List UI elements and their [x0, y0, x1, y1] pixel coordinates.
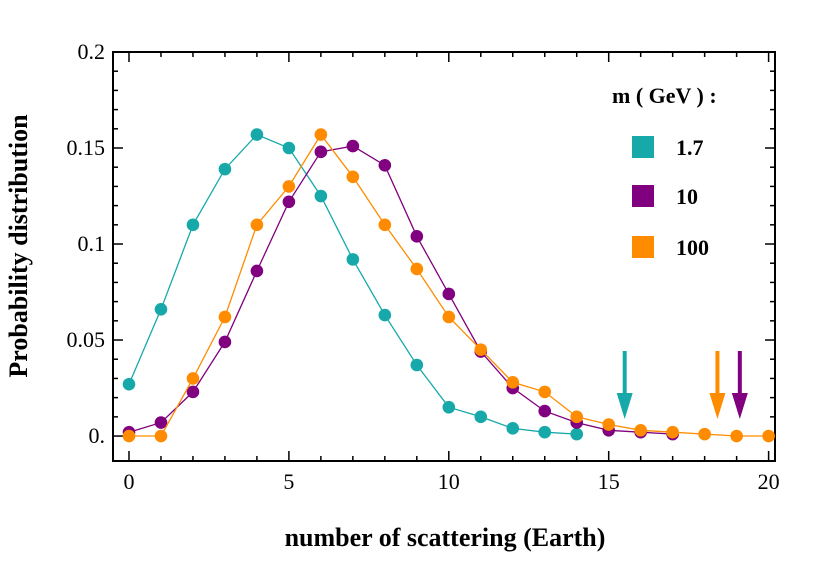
- data-point: [634, 423, 647, 437]
- x-tick-label: 15: [598, 469, 620, 494]
- legend-swatch: [632, 236, 654, 258]
- data-point: [442, 287, 456, 301]
- legend-title: m ( GeV ) :: [612, 83, 717, 108]
- data-point: [186, 218, 200, 232]
- data-point: [218, 162, 232, 176]
- data-point: [154, 416, 168, 429]
- data-point: [474, 343, 488, 356]
- data-point: [442, 310, 456, 324]
- series-line: [128, 145, 673, 435]
- data-point: [282, 195, 296, 209]
- data-point: [410, 262, 424, 276]
- legend-item: 100: [632, 235, 709, 260]
- y-tick-label: 0.2: [78, 39, 106, 64]
- series-2: [122, 128, 775, 443]
- series-1: [122, 139, 679, 441]
- y-tick-label: 0.05: [67, 327, 106, 352]
- marker-arrow: [616, 351, 633, 419]
- legend-label: 10: [676, 184, 698, 209]
- data-point: [474, 410, 488, 424]
- arrow-head: [709, 393, 726, 419]
- data-point: [218, 335, 232, 349]
- data-point: [442, 400, 456, 414]
- y-axis-ticks: 0. 0.05 0.1 0.15 0.2: [67, 39, 775, 448]
- data-point: [506, 375, 520, 389]
- data-point: [538, 404, 552, 418]
- data-point: [538, 385, 552, 399]
- data-point: [570, 410, 584, 424]
- data-point: [250, 264, 264, 278]
- arrow-layer: [616, 351, 748, 419]
- data-point: [314, 189, 328, 203]
- arrow-head: [731, 393, 748, 419]
- data-point: [698, 427, 711, 441]
- data-point: [250, 128, 264, 141]
- data-point: [250, 218, 264, 232]
- data-point: [314, 145, 328, 159]
- data-point: [378, 158, 392, 172]
- plot-border: [112, 51, 776, 462]
- data-point: [506, 422, 520, 435]
- x-tick-label: 5: [283, 469, 294, 494]
- series-0: [122, 128, 584, 441]
- legend-label: 1.7: [676, 135, 704, 160]
- data-point: [346, 139, 360, 153]
- y-tick-label: 0.15: [67, 135, 106, 160]
- y-axis-title: Probability distribution: [4, 114, 33, 378]
- data-point: [314, 128, 328, 141]
- y-tick-label: 0.1: [78, 231, 106, 256]
- data-point: [346, 170, 360, 184]
- data-point: [122, 429, 136, 443]
- x-tick-label: 20: [758, 469, 780, 494]
- y-tick-label: 0.: [89, 423, 106, 448]
- data-point: [666, 425, 679, 439]
- legend-items: 1.7 10 100: [632, 135, 709, 260]
- legend-item: 1.7: [632, 135, 704, 160]
- arrow-head: [616, 393, 633, 419]
- x-tick-label: 10: [438, 469, 460, 494]
- x-tick-label: 0: [123, 469, 134, 494]
- data-point: [410, 358, 424, 372]
- data-point: [282, 180, 296, 193]
- x-axis-title: number of scattering (Earth): [285, 523, 606, 552]
- legend-swatch: [632, 136, 654, 158]
- data-point: [186, 385, 200, 399]
- data-point: [410, 230, 424, 243]
- data-point: [346, 253, 360, 266]
- series-layer: [122, 128, 775, 443]
- data-point: [282, 141, 296, 155]
- legend-item: 10: [632, 184, 698, 209]
- data-point: [730, 429, 743, 443]
- marker-arrow: [731, 351, 748, 419]
- x-axis-ticks: 0 5 10 15 20: [123, 52, 780, 494]
- data-point: [570, 427, 584, 441]
- legend-label: 100: [676, 235, 709, 260]
- data-point: [154, 429, 168, 443]
- data-point: [154, 303, 168, 316]
- legend: m ( GeV ) : 1.7 10 100: [612, 83, 717, 260]
- data-point: [602, 418, 616, 431]
- legend-swatch: [632, 185, 654, 207]
- data-point: [122, 377, 136, 391]
- data-point: [218, 310, 232, 324]
- data-point: [538, 425, 552, 439]
- data-point: [186, 372, 200, 385]
- marker-arrow: [709, 351, 726, 419]
- data-point: [762, 429, 775, 443]
- data-point: [378, 308, 392, 322]
- series-line: [129, 133, 769, 437]
- plot-frame: [112, 51, 776, 462]
- data-point: [378, 218, 392, 232]
